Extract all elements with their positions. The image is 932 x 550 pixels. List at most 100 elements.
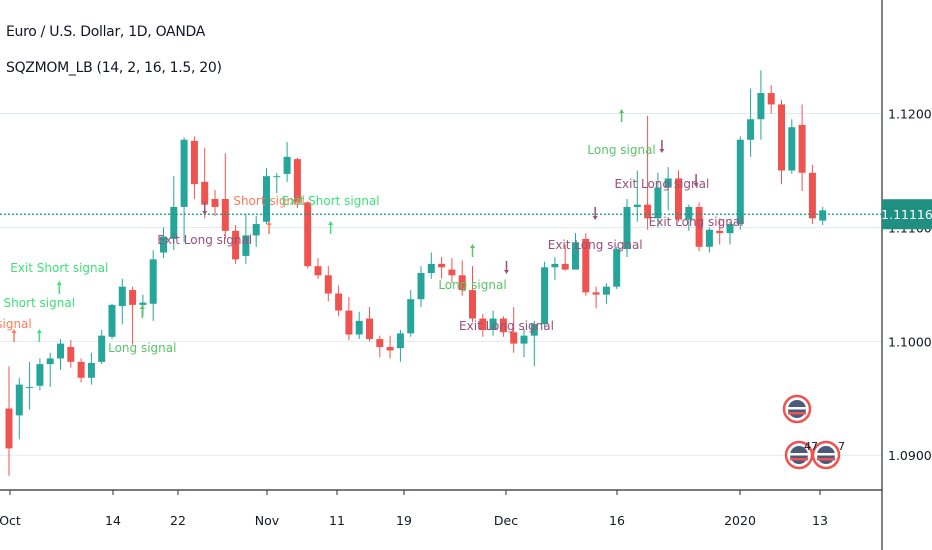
candle-body [335,293,343,311]
signal-arrow-head [202,211,208,215]
candle-body [5,408,13,449]
candle-body [160,236,167,253]
candle-body [613,249,621,287]
x-tick-label: 16 [609,513,625,528]
signal-arrow-head [139,305,145,309]
signal-label: Short signal [4,296,76,310]
candle-body [355,320,363,335]
candle [427,252,435,279]
candle-body [304,202,312,267]
candle [129,286,137,345]
candle-body [489,318,497,330]
signal-arrow-head [328,221,334,225]
event-count-badge: 7 [811,440,818,453]
candle-body [252,224,260,236]
signal-arrow-head [36,329,42,333]
candle [602,283,610,304]
candle-body [675,178,682,220]
candle-body [427,263,435,274]
candle [551,257,559,280]
candle [572,233,579,270]
candle-body [602,286,610,295]
eu-flag-icon[interactable] [782,394,812,424]
candle-body [201,181,209,205]
event-flag-stripe [788,407,806,410]
candle-body [232,230,240,260]
candle-body [778,104,785,171]
candle-body [582,238,590,293]
candle [36,358,44,391]
x-tick-label: 2020 [724,513,756,528]
signal-marker: Exit Long signal [157,202,252,247]
candle-body [77,361,85,378]
candle [448,258,456,284]
candle-body [407,299,415,334]
candle-body [633,204,641,207]
candle [458,260,466,296]
candle [798,104,806,191]
candle [788,119,796,174]
signal-arrow-head [11,329,17,333]
candle [252,216,260,247]
candle-body [736,139,744,225]
signal-label: Short signal [233,194,305,208]
event-flag-stripe [788,412,806,415]
candle [283,142,291,182]
candle [438,257,446,279]
signal-label: Exit Long signal [548,238,643,252]
candle-body [705,229,713,247]
x-tick-label: 11 [329,513,345,528]
candle [149,250,157,321]
indicator-title[interactable]: SQZMOM_LB (14, 2, 16, 1.5, 20) [6,60,222,76]
candle [705,227,713,253]
candle [293,157,301,209]
candle-body [283,156,291,174]
current-price-label: 1.11116 [881,207,932,222]
candle [757,70,765,140]
us-flag-icon[interactable] [811,440,841,470]
signal-marker: Exit Long signal [548,207,643,252]
candle-body [118,286,126,307]
candle-body [819,210,827,221]
candle-body [520,335,528,344]
candle-body [15,384,23,416]
candle-body [180,139,188,207]
candle [530,320,538,367]
candle [57,339,64,370]
candle-body [345,310,353,335]
x-tick-label: Oct [0,513,21,528]
candle-body [242,235,250,256]
candle [778,99,785,185]
candle-body [139,302,147,305]
candle [87,352,95,385]
candle [520,328,528,358]
signal-arrow-head [659,149,665,153]
candle [675,170,682,222]
candle [407,290,415,337]
candle-body [561,263,569,270]
candle-body [376,339,384,348]
candle-body [67,347,75,362]
candle-body [366,318,373,340]
event-flag-stripe [790,458,808,461]
signal-label: Long signal [587,143,655,157]
signal-marker: Short signal [233,194,305,234]
signal-marker: signal [0,317,32,342]
candle-body [36,364,44,386]
candle [160,227,167,259]
signal-marker: Long signal [438,244,507,292]
signal-arrow-head [592,216,598,220]
candle [335,285,343,317]
candle-body [314,266,322,276]
candle-body [530,324,538,336]
candle [685,204,693,231]
symbol-title[interactable]: Euro / U.S. Dollar, 1D, OANDA [6,24,206,40]
candle [479,314,487,337]
candle-body [767,93,775,105]
candle [469,266,476,322]
candle-body [129,290,137,305]
candle-body [664,178,672,188]
